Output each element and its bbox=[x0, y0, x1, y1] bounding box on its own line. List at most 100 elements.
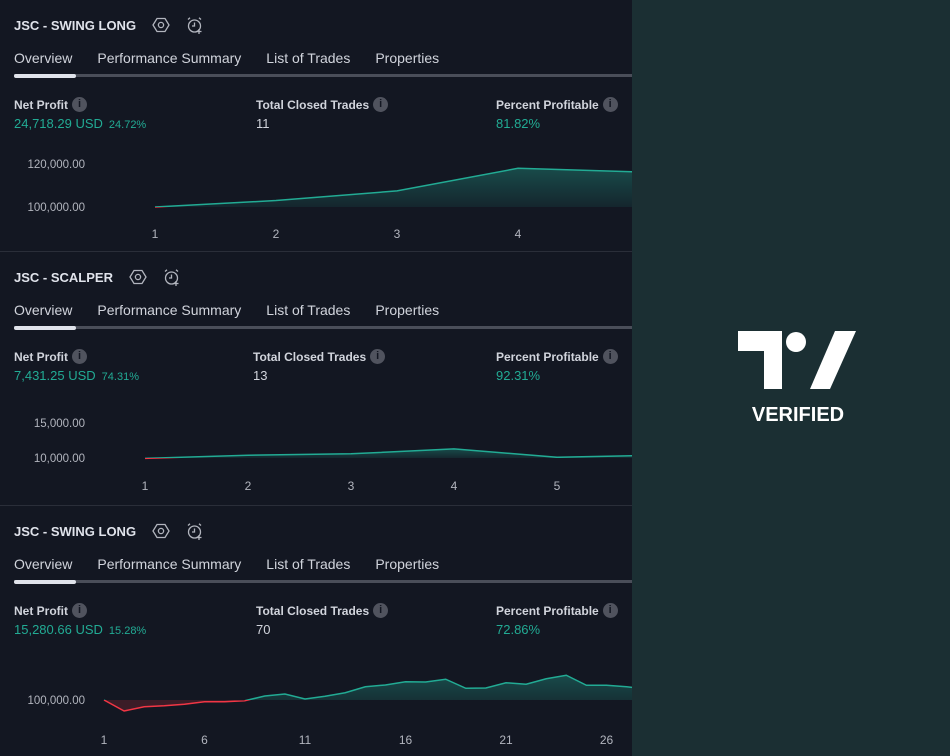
x-tick-label: 2 bbox=[245, 479, 252, 493]
verified-text: VERIFIED bbox=[752, 404, 844, 426]
tab-properties[interactable]: Properties bbox=[375, 50, 440, 66]
net-profit-value: 7,431.25 USD bbox=[14, 368, 96, 383]
x-tick-label: 4 bbox=[451, 479, 458, 493]
x-tick-label: 1 bbox=[101, 733, 108, 747]
strategy-title: JSC - SCALPER bbox=[14, 269, 113, 285]
settings-icon[interactable] bbox=[152, 522, 170, 540]
x-tick-label: 16 bbox=[399, 733, 413, 747]
add-alert-icon[interactable] bbox=[163, 268, 181, 286]
net-profit-percent: 15.28% bbox=[108, 625, 147, 637]
panel-divider bbox=[0, 505, 632, 506]
equity-chart: 120,000.00 100,000.00 1 2 3 4 bbox=[27, 159, 632, 241]
active-tab-indicator bbox=[14, 325, 76, 330]
tab-indicator-track bbox=[14, 325, 632, 330]
x-tick-label: 2 bbox=[273, 227, 280, 241]
verified-panel: VERIFIED bbox=[632, 0, 950, 756]
tabs: Overview Performance Summary List of Trade… bbox=[14, 50, 464, 66]
y-tick-label: 100,000.00 bbox=[27, 695, 85, 707]
tab-performance-summary[interactable]: Performance Summary bbox=[97, 50, 242, 66]
settings-icon[interactable] bbox=[129, 268, 147, 286]
net-profit-label: Net Profit bbox=[14, 349, 68, 364]
total-closed-trades-value: 70 bbox=[256, 622, 271, 637]
net-profit-stat: Net Profit i 15,280.66 USD 15.28% bbox=[14, 603, 146, 637]
net-profit-stat: Net Profit i 7,431.25 USD 74.31% bbox=[14, 349, 139, 383]
tab-performance-summary[interactable]: Performance Summary bbox=[97, 556, 242, 572]
tab-properties[interactable]: Properties bbox=[375, 556, 440, 572]
equity-chart: 15,000.00 10,000.00 1 2 3 4 5 bbox=[34, 418, 632, 493]
tab-indicator-track bbox=[14, 73, 632, 78]
tab-properties[interactable]: Properties bbox=[375, 302, 440, 318]
net-profit-stat: Net Profit i 24,718.29 USD 24.72% bbox=[14, 97, 146, 131]
total-closed-trades-stat: Total Closed Trades i 13 bbox=[253, 349, 386, 383]
tab-overview[interactable]: Overview bbox=[14, 302, 73, 318]
tabs: Overview Performance Summary List of Trade… bbox=[14, 302, 464, 318]
tab-overview[interactable]: Overview bbox=[14, 556, 73, 572]
profit-area bbox=[145, 448, 632, 458]
info-icon[interactable]: i bbox=[373, 603, 389, 618]
percent-profitable-stat: Percent Profitable i 72.86% bbox=[496, 603, 618, 637]
info-icon[interactable]: i bbox=[72, 349, 87, 364]
strategy-title: JSC - SWING LONG bbox=[14, 523, 137, 539]
x-tick-label: 21 bbox=[499, 733, 513, 747]
add-alert-icon[interactable] bbox=[186, 16, 204, 34]
strategy-title-row: JSC - SWING LONG bbox=[14, 522, 220, 540]
profit-area bbox=[104, 675, 632, 700]
tab-indicator-track bbox=[14, 579, 632, 584]
equity-chart: 100,000.001 6 11 16 21 26 bbox=[27, 674, 632, 747]
add-alert-icon[interactable] bbox=[186, 522, 204, 540]
panel-divider bbox=[0, 251, 632, 252]
info-icon[interactable]: i bbox=[72, 97, 87, 112]
x-tick-label: 11 bbox=[299, 733, 312, 747]
strategy-title-row: JSC - SCALPER bbox=[14, 268, 197, 286]
net-profit-value: 15,280.66 USD bbox=[14, 622, 103, 637]
loss-area bbox=[104, 700, 632, 711]
tab-performance-summary[interactable]: Performance Summary bbox=[97, 302, 242, 318]
y-tick-label: 10,000.00 bbox=[34, 453, 85, 465]
total-closed-trades-value: 11 bbox=[256, 116, 270, 131]
percent-profitable-value: 92.31% bbox=[496, 368, 541, 383]
net-profit-label: Net Profit bbox=[14, 603, 68, 618]
x-tick-label: 1 bbox=[142, 479, 149, 493]
x-tick-label: 3 bbox=[394, 227, 401, 241]
equity-line-loss bbox=[103, 700, 252, 712]
total-closed-trades-label: Total Closed Trades bbox=[256, 603, 370, 618]
equity-line-profit bbox=[104, 674, 632, 700]
strategy-reports: JSC - SWING LONG Overview Performance Sum… bbox=[0, 16, 632, 756]
info-icon[interactable]: i bbox=[602, 97, 618, 112]
percent-profitable-stat: Percent Profitable i 92.31% bbox=[496, 349, 618, 383]
info-icon[interactable]: i bbox=[373, 97, 389, 112]
total-closed-trades-value: 13 bbox=[253, 368, 268, 383]
tradingview-verified-logo: VERIFIED bbox=[738, 331, 858, 431]
total-closed-trades-stat: Total Closed Trades i 70 bbox=[256, 603, 389, 637]
strategy-panel: JSC - SWING LONG Overview Performance Sum… bbox=[0, 506, 632, 756]
percent-profitable-label: Percent Profitable bbox=[496, 349, 599, 364]
info-icon[interactable]: i bbox=[602, 603, 618, 618]
percent-profitable-label: Percent Profitable bbox=[496, 97, 599, 112]
percent-profitable-label: Percent Profitable bbox=[496, 603, 599, 618]
net-profit-value: 24,718.29 USD bbox=[14, 116, 103, 131]
tab-list-of-trades[interactable]: List of Trades bbox=[266, 302, 351, 318]
tab-overview[interactable]: Overview bbox=[14, 50, 73, 66]
x-tick-label: 26 bbox=[600, 733, 614, 747]
info-icon[interactable]: i bbox=[72, 603, 87, 618]
percent-profitable-stat: Percent Profitable i 81.82% bbox=[496, 97, 618, 131]
y-tick-label: 120,000.00 bbox=[27, 159, 85, 171]
percent-profitable-value: 72.86% bbox=[496, 622, 541, 637]
total-closed-trades-label: Total Closed Trades bbox=[256, 97, 370, 112]
tab-list-of-trades[interactable]: List of Trades bbox=[266, 556, 351, 572]
total-closed-trades-stat: Total Closed Trades i 11 bbox=[256, 97, 389, 131]
x-tick-label: 5 bbox=[554, 479, 561, 493]
settings-icon[interactable] bbox=[152, 16, 170, 34]
x-tick-label: 3 bbox=[348, 479, 355, 493]
x-tick-label: 1 bbox=[152, 227, 159, 241]
info-icon[interactable]: i bbox=[370, 349, 386, 364]
net-profit-label: Net Profit bbox=[14, 97, 68, 112]
strategy-panel: JSC - SCALPER Overview Performance Summar… bbox=[0, 252, 632, 505]
equity-line-profit bbox=[144, 448, 632, 458]
strategy-title-row: JSC - SWING LONG bbox=[14, 16, 220, 34]
x-tick-label: 6 bbox=[201, 733, 208, 747]
info-icon[interactable]: i bbox=[602, 349, 618, 364]
equity-line-profit bbox=[154, 167, 632, 207]
net-profit-percent: 24.72% bbox=[108, 119, 147, 131]
tab-list-of-trades[interactable]: List of Trades bbox=[266, 50, 351, 66]
